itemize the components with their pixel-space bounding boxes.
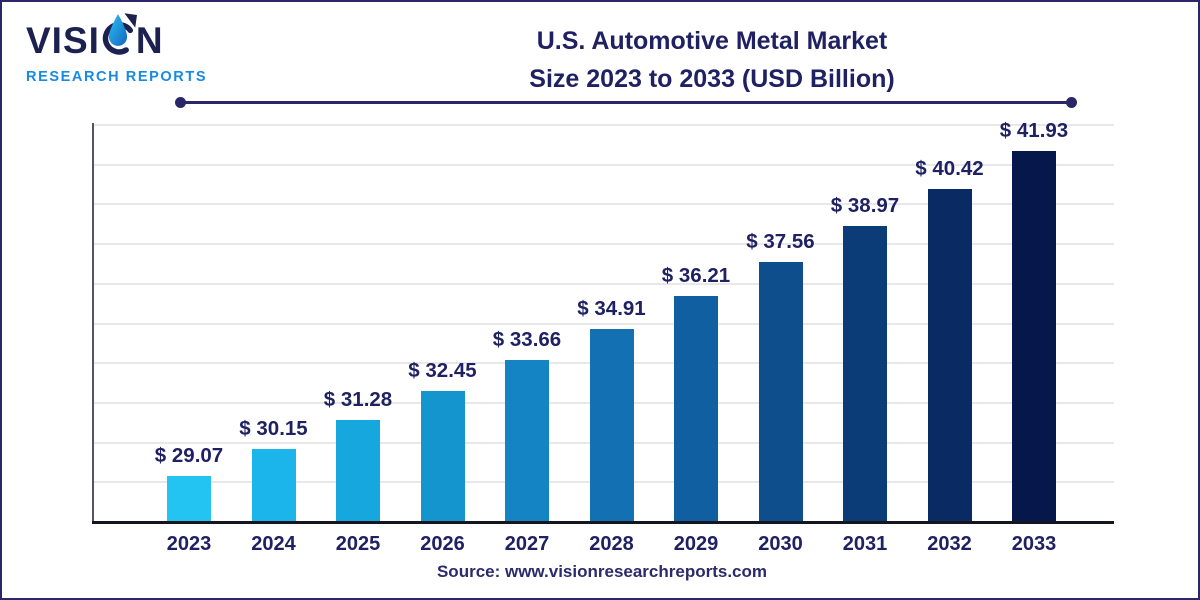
bar-2030 <box>758 261 803 521</box>
chart-title: U.S. Automotive Metal Market Size 2023 t… <box>262 22 1162 98</box>
x-axis-label-2025: 2025 <box>335 533 381 555</box>
brand-text-right: N <box>135 19 164 61</box>
bar-value-label-2026: $ 32.45 <box>408 358 477 382</box>
x-axis-label-2032: 2032 <box>927 533 972 555</box>
bar-2032 <box>927 189 972 521</box>
gridline <box>92 124 1114 126</box>
gridline <box>92 163 1114 166</box>
source-text: Source: www.visionresearchreports.com <box>436 562 768 581</box>
bar-value-label-2027: $ 33.66 <box>492 328 562 352</box>
brand-logo: VISI N RE <box>26 12 226 85</box>
gridline <box>92 243 1114 246</box>
bar-value-label-2033: $ 41.93 <box>999 119 1069 143</box>
x-axis-line <box>92 521 1114 524</box>
bar-value-label-2025: $ 31.28 <box>323 388 393 412</box>
chart-title-line1: U.S. Automotive Metal Market <box>536 27 888 55</box>
droplet-swoosh-icon <box>98 12 138 64</box>
bar-value-label-2031: $ 38.97 <box>830 193 900 217</box>
x-axis-label-2031: 2031 <box>842 533 888 555</box>
brand-wordmark: VISI N <box>26 12 226 68</box>
x-axis-label-2023: 2023 <box>166 533 212 555</box>
bar-value-label-2023: $ 29.07 <box>154 444 224 468</box>
x-axis-label-2033: 2033 <box>1011 533 1057 555</box>
bar-value-label-2024: $ 30.15 <box>239 416 308 440</box>
bar-value-label-2030: $ 37.56 <box>746 229 815 253</box>
bar-value-label-2029: $ 36.21 <box>661 263 731 287</box>
bar-2027 <box>505 360 549 521</box>
brand-text-left: VISI <box>26 19 100 61</box>
bar-2028 <box>589 328 634 521</box>
x-axis-label-2026: 2026 <box>420 533 465 555</box>
bar-value-label-2028: $ 34.91 <box>577 296 646 320</box>
x-axis-label-2027: 2027 <box>504 533 550 555</box>
x-axis-label-2028: 2028 <box>589 533 634 555</box>
brand-subtitle: RESEARCH REPORTS <box>26 69 208 85</box>
gridline <box>92 322 1114 325</box>
bar-2033 <box>1012 151 1056 521</box>
underline-right-dot <box>1066 97 1077 108</box>
title-underline <box>175 97 1077 108</box>
bar-2031 <box>843 225 887 521</box>
bar-value-label-2032: $ 40.42 <box>915 157 984 181</box>
gridline <box>92 282 1114 285</box>
x-axis-label-2029: 2029 <box>673 533 719 555</box>
bar-2026 <box>420 390 465 521</box>
bar-2025 <box>336 420 380 521</box>
x-axis-label-2030: 2030 <box>758 533 803 555</box>
bar-2029 <box>674 295 718 521</box>
x-axis-label-2024: 2024 <box>251 533 296 555</box>
gridline <box>92 203 1114 206</box>
y-axis-line <box>92 123 94 521</box>
underline-left-dot <box>175 97 186 108</box>
bar-2023 <box>167 476 211 521</box>
chart-title-line2: Size 2023 to 2033 (USD Billion) <box>529 65 895 93</box>
bar-2024 <box>251 448 296 521</box>
